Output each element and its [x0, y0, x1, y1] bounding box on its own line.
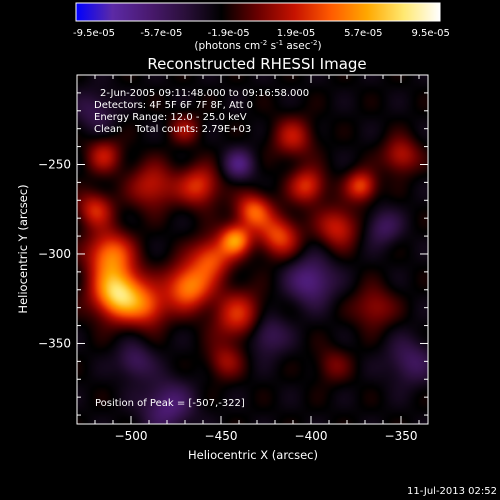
- x-tick-label: −350: [385, 429, 418, 443]
- colorbar-tick-label: 5.7e-05: [344, 28, 382, 39]
- annotation-counts: Clean Total counts: 2.79E+03: [94, 124, 251, 135]
- plot-frame: [76, 74, 429, 425]
- plot-annotations: 2-Jun-2005 09:11:48.000 to 09:16:58.000 …: [94, 88, 309, 409]
- y-axis-label: Heliocentric Y (arcsec): [16, 184, 30, 313]
- x-tick-label: −500: [115, 429, 148, 443]
- annotation-peak: Position of Peak = [-507,-322]: [95, 398, 245, 409]
- heatmap-image: [77, 75, 428, 424]
- y-tick-label: −350: [38, 336, 71, 350]
- timestamp: 11-Jul-2013 02:52: [407, 486, 497, 497]
- colorbar-gradient: [76, 3, 440, 21]
- annotation-detectors: Detectors: 4F 5F 6F 7F 8F, Att 0: [94, 100, 253, 111]
- colorbar-tick-label: 1.9e-05: [277, 28, 315, 39]
- colorbar-ticks: -9.5e-05 -5.7e-05 -1.9e-05 1.9e-05 5.7e-05 9.…: [73, 28, 450, 39]
- chart-title: Reconstructed RHESSI Image: [147, 55, 366, 73]
- colorbar: -9.5e-05 -5.7e-05 -1.9e-05 1.9e-05 5.7e-05 9.…: [73, 2, 450, 52]
- heatmap-raster: [77, 75, 428, 424]
- y-tick-label: −250: [38, 157, 71, 171]
- axes: −500 −450 −400 −350 −250 −300 −350: [38, 75, 428, 443]
- colorbar-tick-label: 9.5e-05: [411, 28, 449, 39]
- y-tick-label: −300: [38, 247, 71, 261]
- annotation-time: 2-Jun-2005 09:11:48.000 to 09:16:58.000: [100, 88, 309, 99]
- colorbar-tick-label: -9.5e-05: [73, 28, 115, 39]
- x-tick-label: −400: [295, 429, 328, 443]
- colorbar-tick-label: -1.9e-05: [208, 28, 250, 39]
- x-tick-label: −450: [205, 429, 238, 443]
- colorbar-units: (photons cm-2 s-1 asec-2): [194, 39, 321, 52]
- colorbar-tick-label: -5.7e-05: [140, 28, 182, 39]
- colorbar-frame: [75, 2, 441, 22]
- x-axis-label: Heliocentric X (arcsec): [188, 448, 318, 462]
- annotation-energy: Energy Range: 12.0 - 25.0 keV: [94, 112, 247, 123]
